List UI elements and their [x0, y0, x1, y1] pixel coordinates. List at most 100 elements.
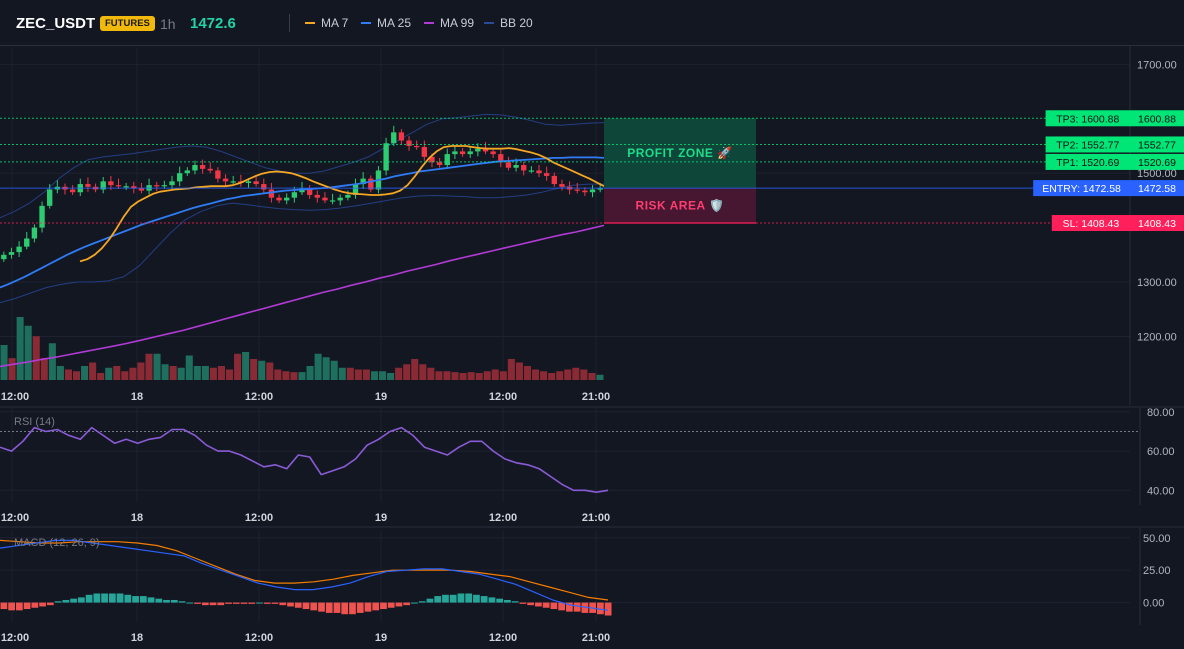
candle	[467, 147, 473, 158]
macd-hist-bar	[356, 602, 364, 613]
bb-upper-line	[0, 113, 605, 219]
macd-hist-bar	[542, 602, 550, 608]
macd-hist-bar	[62, 599, 70, 603]
candlesticks	[1, 125, 603, 262]
candle-body	[184, 170, 190, 174]
candle	[436, 157, 443, 168]
time-axis-main: 12:00	[1, 391, 29, 403]
volume-bar	[185, 355, 193, 380]
legend-item-ma-25[interactable]: MA 25	[361, 16, 411, 30]
candle-body	[215, 170, 221, 179]
volume-bar	[523, 366, 532, 380]
volume-bar	[64, 369, 72, 380]
volume-bar	[225, 369, 234, 380]
symbol-label[interactable]: ZEC_USDT	[16, 15, 96, 32]
macd-histogram	[0, 593, 612, 616]
macd-hist-bar	[504, 599, 511, 603]
volume-bar	[395, 367, 403, 380]
candle	[337, 194, 343, 206]
volume-bar	[0, 345, 8, 380]
volume-bar	[403, 364, 411, 380]
volume-bar	[467, 372, 475, 380]
rsi-axis-label: 40.00	[1147, 485, 1175, 497]
candle	[192, 160, 198, 175]
header-divider	[289, 14, 290, 32]
volume-bar	[588, 373, 596, 380]
candle	[528, 166, 535, 174]
candle-body	[131, 186, 137, 189]
volume-bar	[97, 373, 105, 380]
candle-body	[31, 227, 38, 239]
candle	[123, 182, 129, 191]
candle-body	[115, 185, 122, 187]
candle-body	[452, 151, 458, 155]
volume-bar	[435, 371, 443, 380]
level-price-text: 1520.69	[1138, 157, 1176, 169]
candle-body	[8, 252, 15, 255]
candle-body	[85, 184, 91, 187]
candle-body	[589, 189, 596, 193]
volume-bar	[121, 371, 129, 380]
volume-bar	[314, 353, 322, 380]
candle-body	[521, 165, 527, 171]
macd-hist-bar	[209, 602, 217, 606]
macd-hist-bar	[550, 602, 558, 610]
legend-item-bb-20[interactable]: BB 20	[484, 16, 533, 30]
candle	[505, 156, 512, 171]
volume-bar	[491, 369, 499, 380]
candle-body	[169, 181, 175, 186]
time-axis-rsi: 21:00	[582, 512, 610, 524]
macd-hist-bar	[395, 602, 403, 607]
candle	[8, 247, 15, 259]
profit-zone-label: PROFIT ZONE 🚀	[627, 146, 732, 160]
candle-body	[176, 173, 183, 182]
level-price-text: 1600.88	[1138, 113, 1176, 125]
macd-hist-bar	[566, 602, 573, 612]
volume-bar	[89, 362, 97, 380]
timeframe-selector[interactable]: 1h	[160, 16, 176, 32]
volume-bar	[242, 352, 250, 380]
candle-body	[329, 200, 336, 202]
risk-area-box	[604, 188, 756, 224]
macd-hist-bar	[449, 594, 457, 603]
macd-axis-label: 50.00	[1143, 533, 1171, 545]
macd-hist-bar	[418, 601, 426, 603]
time-axis-rsi: 12:00	[1, 512, 29, 524]
candle	[253, 176, 259, 187]
macd-hist-bar	[372, 602, 380, 611]
candle-body	[536, 170, 542, 174]
level-tag-text: SL: 1408.43	[1063, 218, 1120, 230]
legend-item-ma-99[interactable]: MA 99	[424, 16, 474, 30]
macd-label: MACD (12, 26, 9)	[14, 537, 100, 549]
macd-hist-bar	[527, 602, 535, 606]
candle	[589, 185, 596, 198]
candle	[199, 159, 206, 174]
volume-bar	[217, 366, 225, 380]
macd-hist-bar	[558, 602, 566, 611]
volume-bar	[282, 371, 290, 380]
time-axis-macd: 12:00	[489, 632, 517, 644]
risk-area-label: RISK AREA 🛡️	[636, 199, 725, 213]
candle-body	[100, 181, 106, 190]
macd-hist-bar	[496, 598, 504, 603]
candle	[306, 185, 313, 199]
time-axis-macd: 12:00	[245, 632, 273, 644]
macd-hist-bar	[155, 598, 163, 603]
candle	[475, 143, 481, 157]
macd-hist-bar	[310, 602, 318, 611]
volume-bar	[250, 359, 258, 380]
candle-body	[306, 188, 313, 195]
macd-hist-bar	[101, 593, 108, 603]
candle-body	[39, 205, 45, 228]
volume-bar	[56, 366, 64, 380]
candle-body	[261, 184, 267, 190]
candle-body	[414, 145, 420, 148]
legend-label: BB 20	[500, 16, 533, 30]
macd-axis-label: 25.00	[1143, 565, 1171, 577]
legend-item-ma-7[interactable]: MA 7	[305, 16, 348, 30]
macd-hist-bar	[279, 602, 287, 606]
volume-bar	[234, 353, 242, 380]
candle	[238, 174, 244, 187]
volume-bar	[499, 371, 507, 380]
